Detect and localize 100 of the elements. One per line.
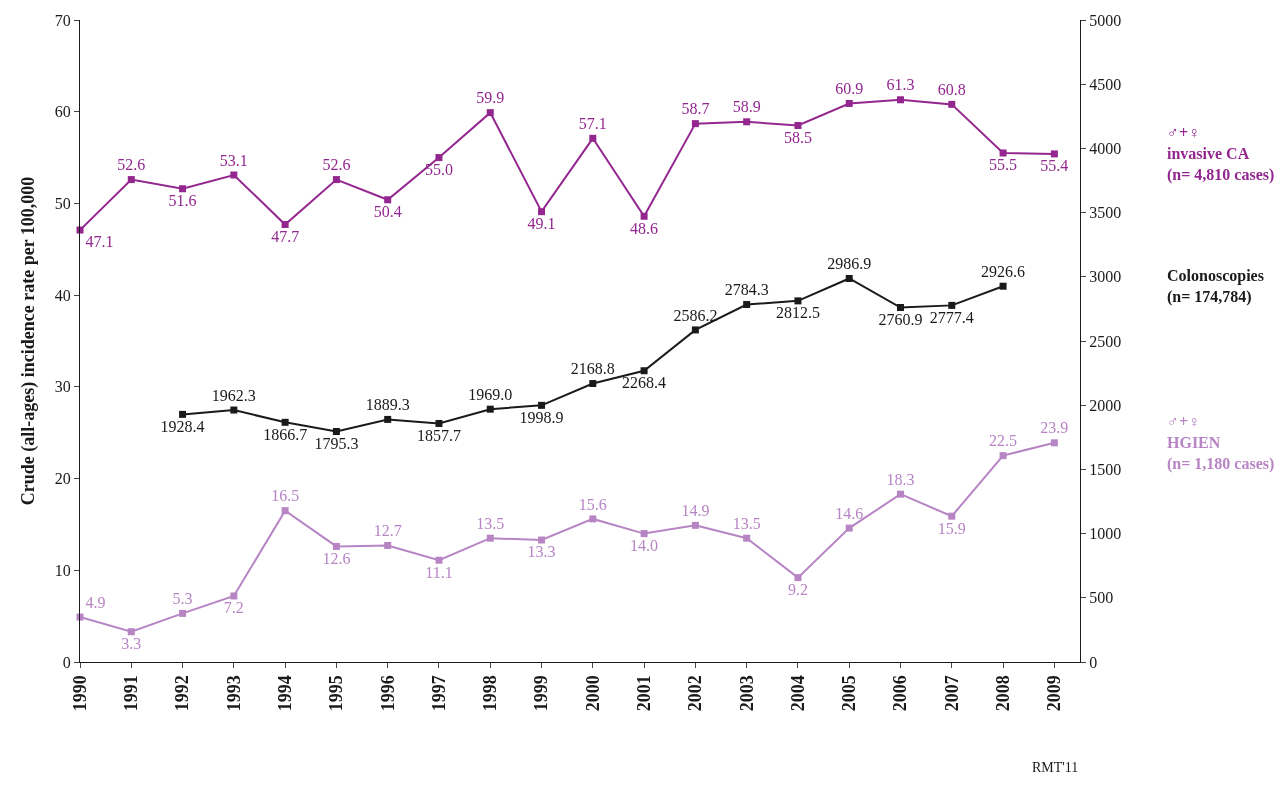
y2-tick-label: 500 xyxy=(1089,589,1114,607)
point xyxy=(1050,439,1058,447)
data-label: 55.5 xyxy=(989,156,1018,174)
x-tick-label: 1995 xyxy=(326,675,347,712)
x-tick-label: 2006 xyxy=(890,675,911,712)
x-tick-label: 2001 xyxy=(633,675,654,712)
data-label: 53.1 xyxy=(219,151,248,169)
point xyxy=(384,196,392,204)
point xyxy=(486,534,494,542)
data-label: 22.5 xyxy=(989,432,1018,450)
data-label: 58.9 xyxy=(732,98,761,116)
y-tick-label: 30 xyxy=(54,378,71,396)
y-tick-label: 50 xyxy=(54,195,71,213)
y-tick-label: 10 xyxy=(54,561,71,579)
point xyxy=(179,185,187,193)
point xyxy=(999,282,1007,290)
y2-tick-label: 0 xyxy=(1089,653,1098,671)
point xyxy=(589,380,597,388)
data-label: 11.1 xyxy=(425,563,453,581)
text: ♂+♀ invasive CA (n= 4,810 cases) xyxy=(1167,124,1275,184)
x-tick-label: 2009 xyxy=(1044,675,1065,712)
y-tick-label: 70 xyxy=(54,11,71,29)
x-tick-label: 2003 xyxy=(736,675,757,712)
x-tick-label: 1992 xyxy=(172,675,193,712)
y-tick-label: 0 xyxy=(62,653,71,671)
point xyxy=(897,96,905,104)
y2-tick-label: 1500 xyxy=(1089,461,1122,478)
y-tick-label: 60 xyxy=(54,103,71,121)
point xyxy=(589,134,597,142)
x-tick-label: 2002 xyxy=(685,675,706,712)
point xyxy=(691,326,699,334)
point xyxy=(845,274,853,282)
point xyxy=(332,427,340,435)
data-label: 2586.2 xyxy=(673,306,718,324)
data-label: 59.9 xyxy=(476,89,505,107)
data-label: 60.8 xyxy=(937,81,966,98)
point xyxy=(999,149,1007,157)
data-label: 14.9 xyxy=(681,501,710,519)
point xyxy=(794,297,802,305)
text: ♂+♀ HGIEN (n= 1,180 cases) xyxy=(1167,413,1275,473)
point xyxy=(230,171,238,179)
point xyxy=(538,536,546,544)
point xyxy=(332,176,340,184)
data-label: 60.9 xyxy=(835,80,864,98)
data-label: 2168.8 xyxy=(570,360,615,378)
data-label: 47.7 xyxy=(271,227,300,245)
point xyxy=(332,542,340,550)
point xyxy=(179,410,187,418)
point xyxy=(127,628,135,636)
x-tick-label: 2004 xyxy=(787,675,808,712)
point xyxy=(743,118,751,126)
point xyxy=(691,521,699,529)
data-label: 2777.4 xyxy=(929,308,974,326)
point xyxy=(897,490,905,498)
y-axis-title: Crude (all-ages) incidence rate per 100,000 xyxy=(18,176,39,506)
data-label: 13.5 xyxy=(476,514,505,532)
data-label: 1969.0 xyxy=(468,385,513,403)
data-label: 58.7 xyxy=(681,100,710,118)
point xyxy=(281,507,289,515)
data-label: 2926.6 xyxy=(981,262,1026,280)
y2-tick-label: 3000 xyxy=(1089,268,1122,286)
data-label: 1857.7 xyxy=(416,426,461,444)
point xyxy=(230,406,238,414)
data-label: 15.6 xyxy=(578,495,607,513)
data-label: 12.7 xyxy=(373,522,402,540)
point xyxy=(589,515,597,523)
point xyxy=(384,415,392,423)
data-label: 1962.3 xyxy=(211,386,256,404)
point xyxy=(794,121,802,129)
y-tick-label: 40 xyxy=(54,286,71,304)
y2-tick-label: 3500 xyxy=(1089,204,1122,222)
data-label: 2784.3 xyxy=(724,281,769,299)
point xyxy=(127,176,135,184)
data-label: 50.4 xyxy=(373,203,402,221)
data-label: 2812.5 xyxy=(775,304,820,322)
data-label: 61.3 xyxy=(886,76,915,94)
data-label: 12.6 xyxy=(322,549,351,567)
point xyxy=(384,542,392,550)
data-label: 3.3 xyxy=(121,635,142,653)
text: Colonoscopies (n= 174,784) xyxy=(1167,267,1264,306)
data-label: 1795.3 xyxy=(314,434,359,452)
data-label: 2268.4 xyxy=(622,374,667,392)
point xyxy=(743,534,751,542)
data-label: 16.5 xyxy=(271,487,300,505)
data-label: 57.1 xyxy=(578,114,607,132)
data-label: 13.5 xyxy=(732,514,761,532)
y2-tick-label: 4000 xyxy=(1089,140,1122,157)
x-tick-label: 1996 xyxy=(377,675,398,712)
point xyxy=(435,419,443,427)
x-tick-label: 1990 xyxy=(69,675,90,712)
y2-tick-label: 2500 xyxy=(1089,332,1122,350)
point xyxy=(230,592,238,600)
point xyxy=(538,208,546,216)
data-label: 51.6 xyxy=(168,192,197,210)
x-tick-label: 1999 xyxy=(531,675,552,712)
point xyxy=(897,304,905,311)
point xyxy=(538,401,546,409)
data-label: 1928.4 xyxy=(160,417,205,435)
data-label: 52.6 xyxy=(117,156,146,174)
data-label: 1889.3 xyxy=(365,396,410,414)
